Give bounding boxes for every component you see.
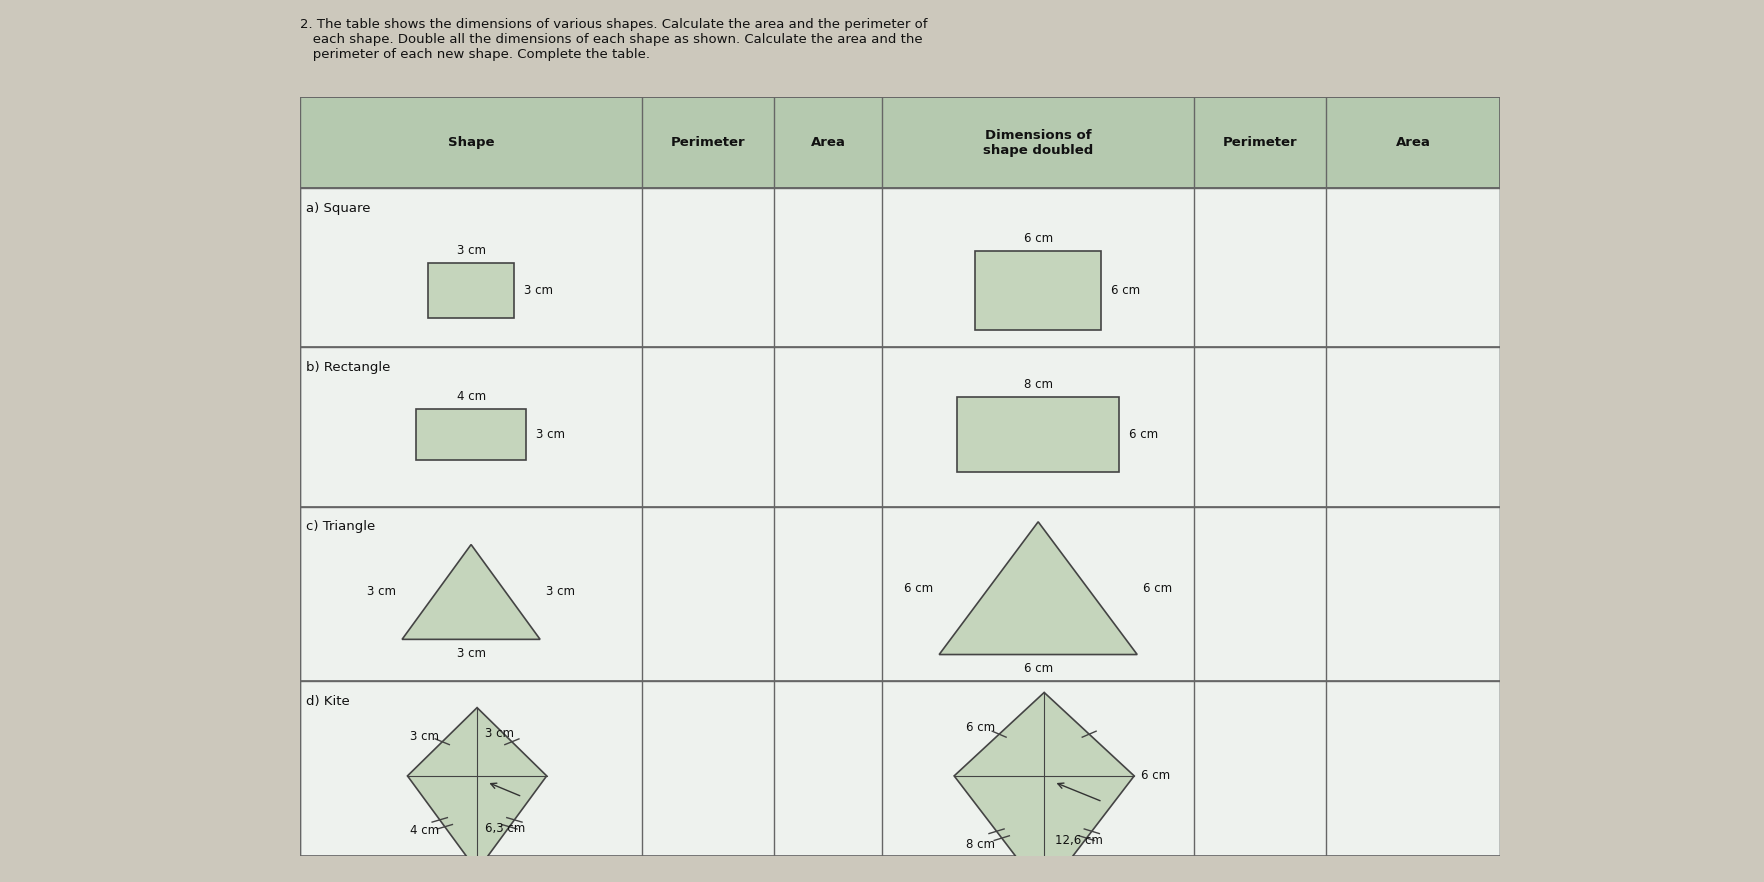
Polygon shape (954, 692, 1134, 882)
FancyBboxPatch shape (300, 97, 1499, 188)
Text: c) Triangle: c) Triangle (305, 520, 376, 534)
Text: 3 cm: 3 cm (524, 284, 552, 297)
Text: 6 cm: 6 cm (1143, 581, 1171, 594)
Text: 6 cm: 6 cm (1110, 284, 1140, 297)
Text: 12,6 cm: 12,6 cm (1055, 834, 1102, 847)
FancyBboxPatch shape (427, 263, 513, 318)
Text: Dimensions of
shape doubled: Dimensions of shape doubled (983, 129, 1092, 156)
Text: 3 cm: 3 cm (367, 586, 395, 599)
Polygon shape (938, 522, 1136, 654)
Text: 4 cm: 4 cm (457, 390, 485, 403)
Polygon shape (402, 544, 540, 639)
Text: 3 cm: 3 cm (409, 729, 439, 743)
Text: 6,3 cm: 6,3 cm (485, 821, 526, 834)
FancyBboxPatch shape (975, 250, 1101, 330)
Text: d) Kite: d) Kite (305, 695, 349, 707)
Text: 6 cm: 6 cm (1023, 662, 1051, 675)
Text: Perimeter: Perimeter (1222, 136, 1297, 149)
Text: Area: Area (810, 136, 845, 149)
FancyBboxPatch shape (956, 398, 1118, 472)
Text: 8 cm: 8 cm (965, 838, 995, 850)
FancyBboxPatch shape (416, 408, 526, 460)
Text: 3 cm: 3 cm (457, 647, 485, 660)
Text: 3 cm: 3 cm (457, 244, 485, 257)
Text: 4 cm: 4 cm (409, 825, 439, 837)
Text: 6 cm: 6 cm (1141, 769, 1170, 782)
Text: b) Rectangle: b) Rectangle (305, 361, 390, 374)
Text: 3 cm: 3 cm (545, 586, 575, 599)
Text: Area: Area (1395, 136, 1431, 149)
FancyBboxPatch shape (300, 506, 1499, 681)
Text: 3 cm: 3 cm (536, 428, 564, 441)
FancyBboxPatch shape (300, 188, 1499, 348)
Text: 6 cm: 6 cm (1129, 428, 1157, 441)
Text: a) Square: a) Square (305, 202, 370, 214)
Text: 6 cm: 6 cm (1023, 232, 1051, 244)
Text: Perimeter: Perimeter (670, 136, 744, 149)
Text: 6 cm: 6 cm (965, 721, 995, 734)
FancyBboxPatch shape (300, 348, 1499, 506)
Text: 6 cm: 6 cm (903, 581, 933, 594)
Text: 8 cm: 8 cm (1023, 378, 1051, 392)
FancyBboxPatch shape (300, 681, 1499, 856)
Text: Shape: Shape (448, 136, 494, 149)
Text: 2. The table shows the dimensions of various shapes. Calculate the area and the : 2. The table shows the dimensions of var… (300, 18, 928, 61)
Polygon shape (407, 707, 547, 871)
Text: 3 cm: 3 cm (485, 727, 513, 740)
